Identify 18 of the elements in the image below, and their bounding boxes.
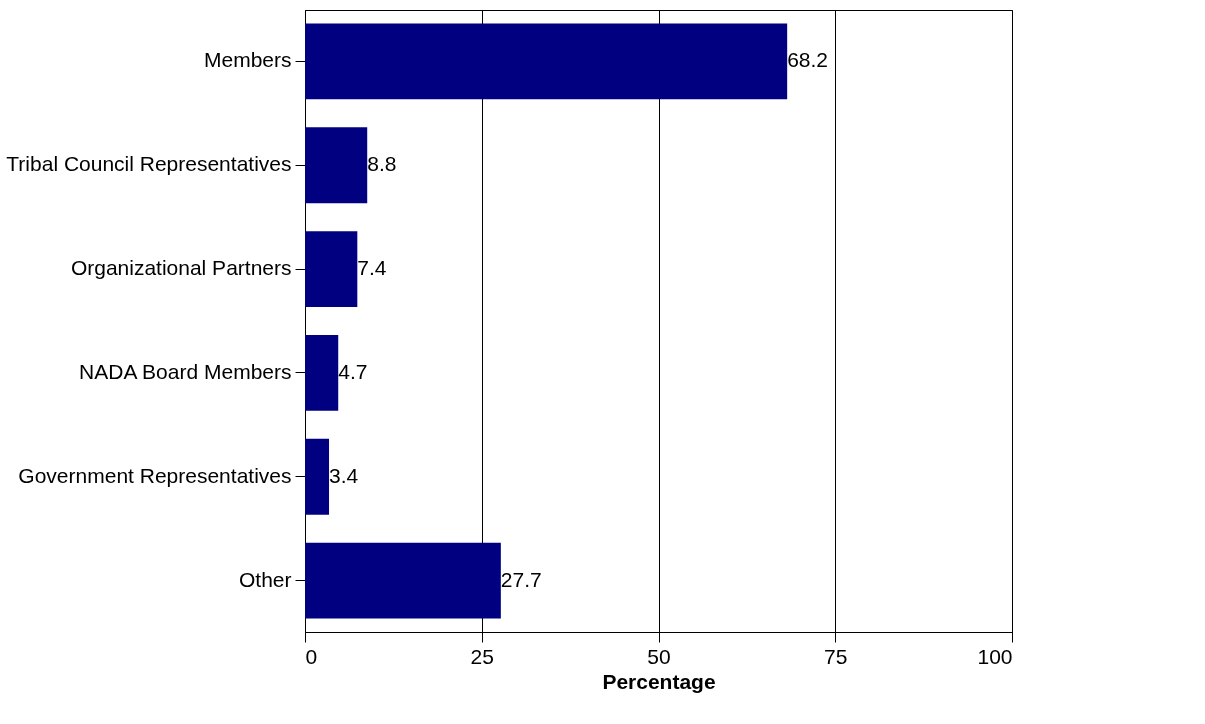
data-label: 68.2 <box>787 48 829 72</box>
y-tick-label: Organizational Partners <box>70 256 292 280</box>
y-tick-label: Government Representatives <box>18 463 292 487</box>
x-tick-label: 75 <box>824 644 848 668</box>
data-label: 3.4 <box>329 463 359 487</box>
x-tick-label: 0 <box>305 644 318 668</box>
data-label: 4.7 <box>338 359 368 383</box>
data-label: 8.8 <box>367 152 397 176</box>
y-tick-label: Other <box>238 567 292 591</box>
x-tick-label: 25 <box>470 644 494 668</box>
x-tick-label: 100 <box>977 644 1013 668</box>
y-tick-label: Tribal Council Representatives <box>6 152 292 176</box>
data-label: 7.4 <box>357 256 387 280</box>
x-axis-title: Percentage <box>602 669 716 693</box>
data-label: 27.7 <box>500 567 542 591</box>
y-tick-label: Members <box>203 48 292 72</box>
x-tick-label: 50 <box>647 644 671 668</box>
y-tick-label: NADA Board Members <box>79 359 292 383</box>
